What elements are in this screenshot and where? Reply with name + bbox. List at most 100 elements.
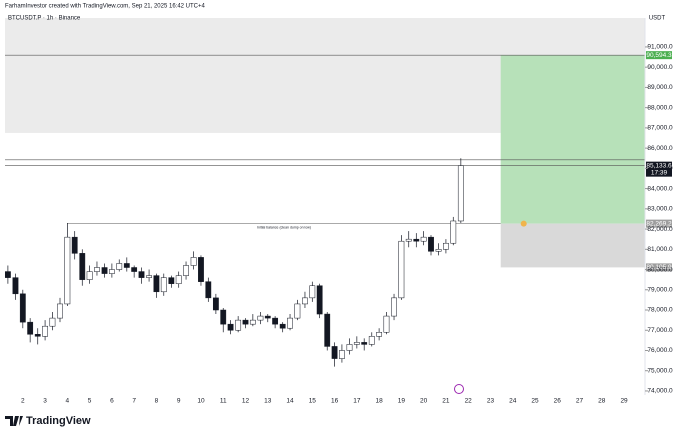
- y-tick-label: 84,000.0: [647, 185, 673, 192]
- candle-body: [383, 315, 390, 333]
- candle-body: [235, 319, 242, 331]
- candle-body: [368, 336, 375, 345]
- x-tick-label: 11: [220, 398, 227, 405]
- candle-body: [64, 236, 71, 305]
- candle-body: [190, 257, 197, 266]
- x-tick-label: 28: [598, 398, 606, 405]
- candle-body: [413, 238, 420, 242]
- price-badge-label: 82,269.2: [646, 220, 672, 227]
- y-tick-label: 75,000.0: [647, 367, 673, 374]
- candle-body: [146, 275, 152, 278]
- currency-label: USDT: [649, 16, 666, 22]
- price-badge: [646, 51, 672, 60]
- y-tick-label: 83,000.0: [647, 206, 673, 213]
- candle-body: [57, 303, 63, 319]
- candle-body: [398, 240, 405, 299]
- candle-body: [198, 257, 204, 282]
- logo-icon: [5, 416, 23, 426]
- candle-body: [376, 332, 383, 337]
- candle-body: [131, 267, 138, 272]
- entry-point: [520, 220, 527, 227]
- candle-body: [220, 309, 227, 325]
- candle-body: [153, 275, 160, 293]
- candle-body: [272, 317, 279, 325]
- candle-body: [257, 315, 264, 321]
- candle-body: [175, 275, 182, 284]
- price-badge-countdown: 17:39: [651, 169, 668, 176]
- x-tick-label: 15: [309, 398, 317, 405]
- candle-body: [71, 236, 78, 254]
- candle-body: [391, 297, 397, 317]
- y-tick-label: 88,000.0: [647, 104, 673, 111]
- candle-body: [309, 285, 316, 299]
- candle-body: [405, 238, 412, 242]
- candle-body: [339, 350, 345, 359]
- x-tick-label: 4: [66, 398, 70, 405]
- y-tick-label: 86,000.0: [647, 145, 673, 152]
- x-tick-label: 17: [353, 398, 361, 405]
- x-tick-label: 26: [554, 398, 562, 405]
- x-tick-label: 13: [264, 398, 272, 405]
- candle-body: [331, 346, 338, 359]
- candle-body: [94, 267, 100, 272]
- header-title: FarhamInvestor created with TradingView.…: [5, 4, 205, 10]
- candle-body: [79, 253, 86, 280]
- candle-body: [4, 271, 11, 278]
- candle-body: [450, 220, 457, 244]
- candle-body: [116, 263, 123, 270]
- y-tick-label: 87,000.0: [647, 125, 673, 132]
- candle-body: [183, 265, 189, 276]
- level-label: Initial balance (clean dump on low): [257, 226, 311, 230]
- candle-body: [49, 317, 56, 327]
- candle-body: [212, 297, 219, 311]
- y-tick-label: 78,000.0: [647, 307, 673, 314]
- candle-body: [294, 303, 301, 319]
- y-tick-label: 74,000.0: [647, 388, 673, 395]
- y-tick-label: 85,000.0: [647, 165, 673, 172]
- plot-area: Initial balance (clean dump on low): [4, 18, 672, 367]
- candle-body: [287, 317, 293, 329]
- x-tick-label: 29: [620, 398, 628, 405]
- x-tick-label: 10: [197, 398, 205, 405]
- x-tick-label: 3: [43, 398, 47, 405]
- x-tick-label: 25: [531, 398, 539, 405]
- x-tick-label: 14: [286, 398, 294, 405]
- x-tick-label: 7: [132, 398, 136, 405]
- x-tick-label: 16: [331, 398, 339, 405]
- y-tick-label: 76,000.0: [647, 347, 673, 354]
- x-tick-label: 27: [576, 398, 584, 405]
- candle-body: [27, 321, 34, 335]
- price-badge-label: 90,594.3: [646, 52, 672, 59]
- price-badge: [646, 161, 672, 177]
- price-badge: [646, 263, 672, 272]
- event-icon: [454, 384, 464, 394]
- candle-body: [457, 165, 464, 222]
- candle-body: [34, 334, 41, 337]
- candle-body: [138, 271, 145, 278]
- y-tick-label: 79,000.0: [647, 286, 673, 293]
- candle-body: [101, 267, 108, 274]
- price-badge-label: 80,105.9: [646, 264, 672, 271]
- candle-body: [108, 269, 115, 274]
- candle-body: [302, 297, 308, 305]
- candle-body: [42, 325, 48, 337]
- position-profit: [500, 55, 645, 224]
- y-tick-label: 90,000.0: [647, 64, 673, 71]
- symbol-title: BTCUSDT.P · 1h · Binance: [8, 16, 81, 22]
- candle-body: [205, 281, 212, 299]
- candle-body: [12, 277, 19, 295]
- x-tick-label: 23: [487, 398, 495, 405]
- x-tick-label: 5: [88, 398, 92, 405]
- candle-body: [249, 319, 256, 325]
- y-tick-label: 81,000.0: [647, 246, 673, 253]
- candle-body: [420, 236, 427, 242]
- x-tick-label: 20: [420, 398, 428, 405]
- candle-body: [123, 263, 130, 268]
- x-tick-label: 9: [177, 398, 181, 405]
- candle-body: [160, 277, 167, 293]
- y-tick-label: 80,000.0: [647, 266, 673, 273]
- position-loss: [500, 223, 645, 268]
- candle-body: [86, 271, 93, 280]
- x-tick-label: 19: [398, 398, 406, 405]
